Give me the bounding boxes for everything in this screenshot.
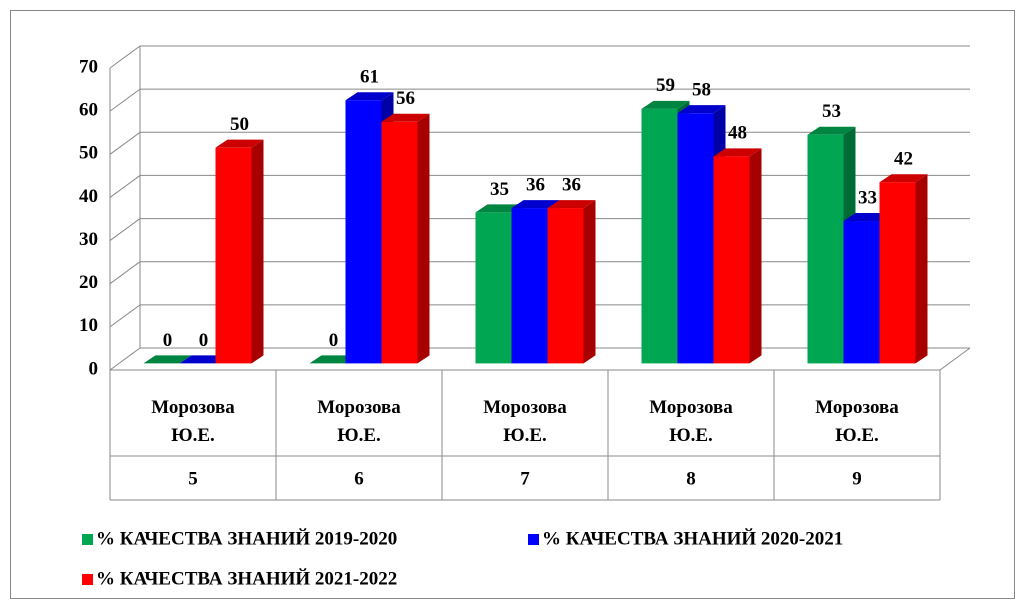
data-label: 48 bbox=[728, 123, 747, 144]
x-tick-label: Морозова Ю.Е. bbox=[317, 397, 401, 446]
x-group-label: 9 bbox=[852, 468, 862, 489]
legend-label: % КАЧЕСТВА ЗНАНИЙ 2020-2021 bbox=[542, 527, 843, 549]
x-tick-label: Морозова Ю.Е. bbox=[815, 397, 899, 446]
grid-line bbox=[109, 347, 141, 371]
data-label: 59 bbox=[656, 75, 675, 96]
data-label: 50 bbox=[230, 114, 249, 135]
x-tick-label: Морозова Ю.Е. bbox=[649, 397, 733, 446]
y-tick-label: 70 bbox=[79, 56, 98, 77]
bar-top bbox=[547, 200, 596, 209]
legend-swatch bbox=[528, 534, 539, 545]
legend-swatch bbox=[82, 534, 93, 545]
y-tick-label: 50 bbox=[79, 143, 98, 164]
data-label: 56 bbox=[396, 88, 415, 109]
bar-top bbox=[381, 113, 430, 122]
data-label: 36 bbox=[526, 174, 545, 195]
bar bbox=[381, 121, 418, 364]
bar-side bbox=[915, 174, 928, 364]
bar bbox=[713, 156, 750, 364]
y-tick-label: 10 bbox=[79, 315, 98, 336]
x-group-label: 5 bbox=[188, 468, 198, 489]
grid-line bbox=[109, 175, 141, 198]
bar bbox=[879, 182, 916, 364]
bar-top bbox=[143, 355, 192, 364]
bar-side bbox=[251, 139, 264, 364]
floor-edge bbox=[939, 347, 971, 371]
grid-line bbox=[109, 261, 141, 285]
x-tick-label: Морозова Ю.Е. bbox=[483, 397, 567, 446]
x-group-label: 8 bbox=[686, 468, 696, 489]
bar-side bbox=[583, 200, 596, 364]
data-label: 0 bbox=[163, 330, 173, 351]
data-label: 36 bbox=[562, 174, 581, 195]
bar bbox=[807, 134, 844, 364]
grid-line bbox=[109, 88, 141, 112]
grid-line bbox=[109, 218, 141, 241]
grid-line bbox=[109, 304, 141, 328]
bar-top bbox=[713, 148, 762, 157]
data-label: 42 bbox=[894, 149, 913, 170]
y-tick-label: 0 bbox=[89, 358, 99, 379]
bar bbox=[677, 113, 714, 364]
x-tick-label: Морозова Ю.Е. bbox=[151, 397, 235, 446]
data-label: 58 bbox=[692, 80, 711, 101]
grid-line bbox=[109, 131, 141, 155]
x-group-label: 7 bbox=[520, 468, 530, 489]
y-tick-label: 20 bbox=[79, 272, 98, 293]
bar bbox=[475, 212, 512, 364]
legend-label: % КАЧЕСТВА ЗНАНИЙ 2021-2022 bbox=[96, 567, 397, 589]
y-tick-label: 60 bbox=[79, 100, 98, 121]
bar-top bbox=[215, 139, 264, 148]
data-label: 61 bbox=[360, 67, 379, 88]
legend-swatch bbox=[82, 574, 93, 585]
grid-line bbox=[109, 45, 141, 69]
bar bbox=[547, 208, 584, 364]
data-label: 33 bbox=[858, 187, 877, 208]
bar bbox=[843, 221, 880, 364]
data-label: 0 bbox=[329, 330, 339, 351]
x-group-label: 6 bbox=[354, 468, 364, 489]
bar-top bbox=[345, 92, 394, 101]
bar bbox=[641, 108, 678, 364]
bar-top bbox=[641, 100, 690, 109]
bar-side bbox=[749, 148, 762, 364]
bar-top bbox=[511, 200, 560, 209]
bar-side bbox=[417, 113, 430, 364]
y-tick-label: 30 bbox=[79, 229, 98, 250]
bar-top bbox=[807, 126, 856, 135]
bar bbox=[215, 147, 252, 364]
data-label: 35 bbox=[490, 179, 509, 200]
data-label: 53 bbox=[822, 101, 841, 122]
y-tick-label: 40 bbox=[79, 186, 98, 207]
bar bbox=[345, 100, 382, 364]
data-label: 0 bbox=[199, 330, 209, 351]
bar-top bbox=[879, 174, 928, 183]
bar bbox=[511, 208, 548, 364]
bar-top bbox=[677, 105, 726, 114]
legend-label: % КАЧЕСТВА ЗНАНИЙ 2019-2020 bbox=[96, 527, 397, 549]
